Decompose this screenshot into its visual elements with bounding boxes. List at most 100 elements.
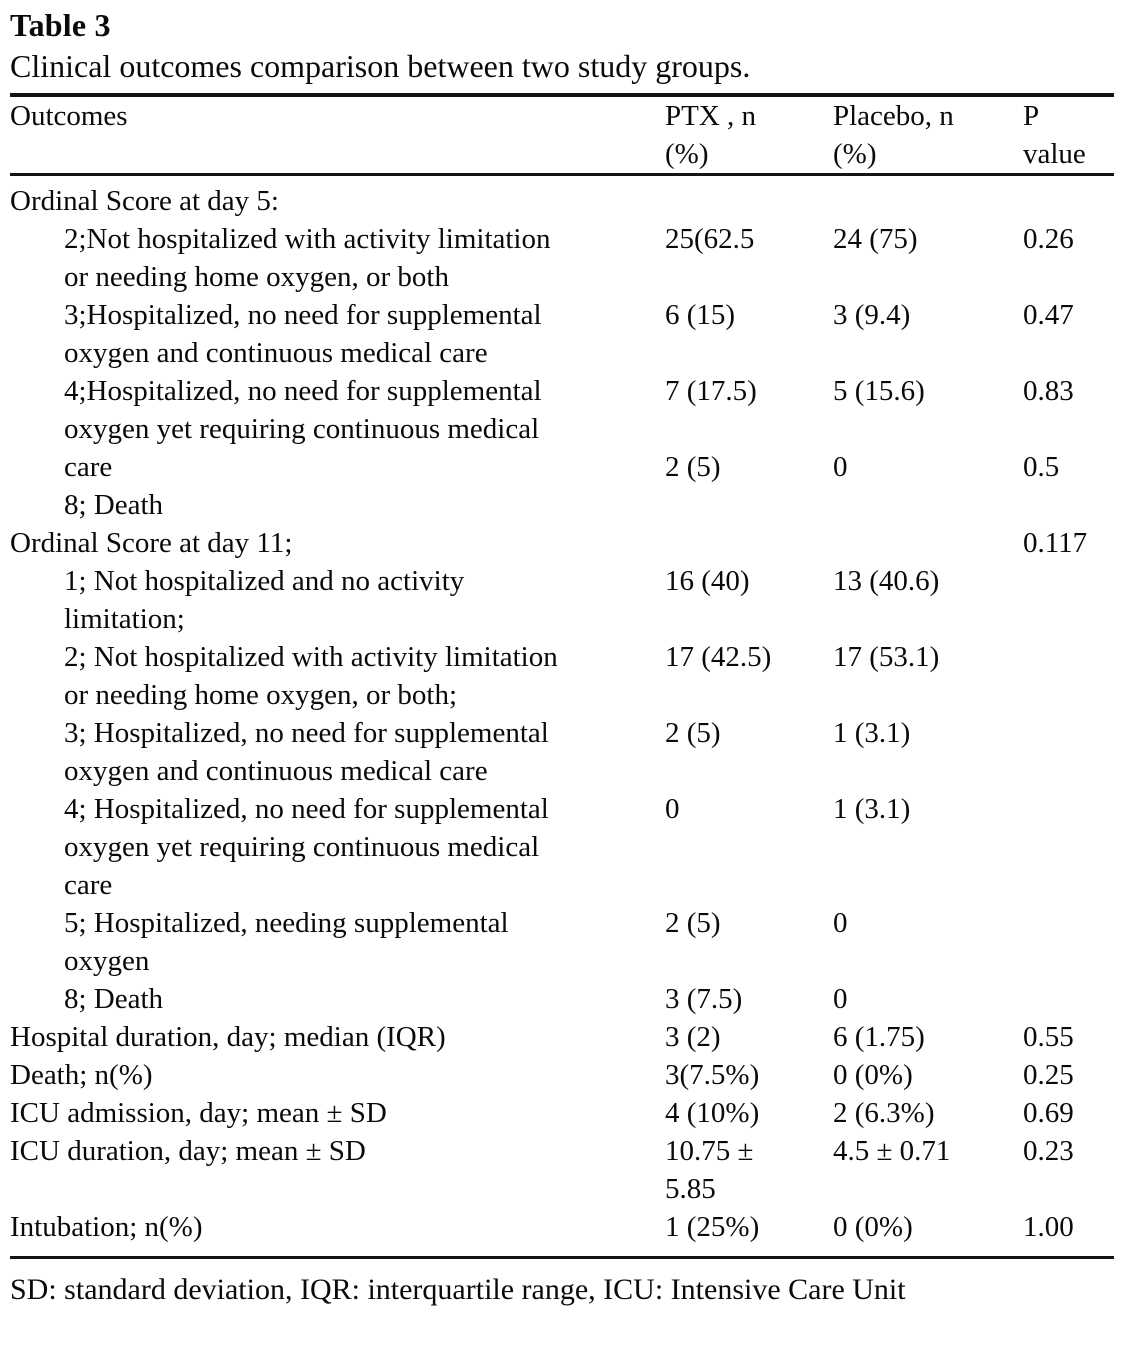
outcome-label: Ordinal Score at day 5:	[10, 185, 279, 217]
header-row: Outcomes PTX , n (%) Placebo, n (%) P va…	[10, 95, 1114, 176]
outcome-label: 8; Death	[64, 489, 164, 521]
p-value: 0.47	[1023, 299, 1074, 331]
ptx-value	[665, 175, 833, 221]
ptx-value: 17 (42.5)	[665, 641, 772, 673]
table-row: Death; n(%) 3(7.5%) 0 (0%) 0.25	[10, 1056, 1114, 1094]
placebo-value: 17 (53.1)	[833, 641, 940, 673]
ptx-value: 2 (5)	[665, 451, 721, 483]
p-value	[1023, 486, 1114, 524]
p-value	[1023, 904, 1114, 980]
outcome-label: Death; n(%)	[10, 1059, 153, 1091]
placebo-value: 0 (0%)	[833, 1059, 913, 1091]
table-row: Ordinal Score at day 11; 0.117	[10, 524, 1114, 562]
outcome-label: 2; Not hospitalized with activity limita…	[64, 641, 558, 711]
table-title: Table 3	[10, 7, 111, 43]
outcome-label: 4;Hospitalized, no need for supplemental…	[64, 375, 542, 445]
placebo-value: 0	[833, 451, 848, 483]
placebo-value: 1 (3.1)	[833, 717, 911, 749]
clinical-outcomes-table: Outcomes PTX , n (%) Placebo, n (%) P va…	[10, 93, 1114, 1259]
p-value	[1023, 790, 1114, 904]
p-value: 0.69	[1023, 1097, 1074, 1129]
outcome-label: 4; Hospitalized, no need for supplementa…	[64, 793, 549, 901]
placebo-value	[833, 175, 1023, 221]
ptx-value: 3 (7.5)	[665, 983, 743, 1015]
table-row: Intubation; n(%) 1 (25%) 0 (0%) 1.00	[10, 1208, 1114, 1258]
p-value	[1023, 562, 1114, 638]
col-header-outcomes: Outcomes	[10, 95, 665, 176]
outcome-label: 8; Death	[64, 983, 164, 1015]
placebo-value: 5 (15.6)	[833, 375, 925, 407]
outcome-label: ICU admission, day; mean ± SD	[10, 1097, 387, 1129]
p-value: 0.23	[1023, 1135, 1074, 1167]
p-value	[1023, 714, 1114, 790]
p-value: 0.25	[1023, 1059, 1074, 1091]
p-value	[1023, 980, 1114, 1018]
table-row: 8; Death	[10, 486, 1114, 524]
placebo-value: 24 (75)	[833, 223, 918, 255]
table-row: Ordinal Score at day 5:	[10, 175, 1114, 221]
ptx-value	[665, 486, 833, 524]
p-value: 0.26	[1023, 223, 1074, 255]
placebo-value: 6 (1.75)	[833, 1021, 925, 1053]
col-header-placebo: Placebo, n (%)	[833, 95, 1023, 176]
table-row: 3;Hospitalized, no need for supplemental…	[10, 296, 1114, 372]
col-header-pvalue: P value	[1023, 95, 1114, 176]
outcome-label: 3; Hospitalized, no need for supplementa…	[64, 717, 549, 787]
outcome-label: 3;Hospitalized, no need for supplemental…	[64, 299, 542, 369]
p-value: 0.83	[1023, 375, 1074, 407]
outcome-label: 1; Not hospitalized and no activity limi…	[64, 565, 465, 635]
table-row: ICU admission, day; mean ± SD 4 (10%) 2 …	[10, 1094, 1114, 1132]
ptx-value: 2 (5)	[665, 717, 721, 749]
p-value: 0.55	[1023, 1021, 1074, 1053]
p-value: 1.00	[1023, 1211, 1074, 1243]
p-value: 0.5	[1023, 451, 1060, 483]
placebo-value: 4.5 ± 0.71	[833, 1135, 951, 1167]
ptx-value: 10.75 ± 5.85	[665, 1135, 754, 1205]
table-body: Ordinal Score at day 5: 2;Not hospitaliz…	[10, 175, 1114, 1258]
placebo-value: 0	[833, 907, 848, 939]
ptx-value: 0	[665, 793, 680, 825]
table-row: 4; Hospitalized, no need for supplementa…	[10, 790, 1114, 904]
table-row: 5; Hospitalized, needing supplemental ox…	[10, 904, 1114, 980]
p-value	[1023, 638, 1114, 714]
placebo-value: 0 (0%)	[833, 1211, 913, 1243]
table-row: 8; Death 3 (7.5) 0	[10, 980, 1114, 1018]
ptx-value: 6 (15)	[665, 299, 736, 331]
col-header-ptx: PTX , n (%)	[665, 95, 833, 176]
outcome-label: Intubation; n(%)	[10, 1211, 203, 1243]
outcome-label: Ordinal Score at day 11;	[10, 527, 293, 559]
table-row: Hospital duration, day; median (IQR) 3 (…	[10, 1018, 1114, 1056]
placebo-value: 3 (9.4)	[833, 299, 911, 331]
ptx-value: 4 (10%)	[665, 1097, 760, 1129]
table-row: 1; Not hospitalized and no activity limi…	[10, 562, 1114, 638]
ptx-value: 25(62.5	[665, 223, 755, 255]
outcome-label: 5; Hospitalized, needing supplemental ox…	[64, 907, 509, 977]
placebo-value: 1 (3.1)	[833, 793, 911, 825]
table-row: ICU duration, day; mean ± SD 10.75 ± 5.8…	[10, 1132, 1114, 1208]
ptx-value	[665, 524, 833, 562]
ptx-value: 1 (25%)	[665, 1211, 760, 1243]
table-row: 4;Hospitalized, no need for supplemental…	[10, 372, 1114, 448]
p-value: 0.117	[1023, 527, 1088, 559]
table-footnote: SD: standard deviation, IQR: interquarti…	[10, 1273, 906, 1306]
outcome-label: ICU duration, day; mean ± SD	[10, 1135, 366, 1167]
table-header: Outcomes PTX , n (%) Placebo, n (%) P va…	[10, 95, 1114, 176]
table-row: 3; Hospitalized, no need for supplementa…	[10, 714, 1114, 790]
placebo-value: 2 (6.3%)	[833, 1097, 935, 1129]
ptx-value: 16 (40)	[665, 565, 750, 597]
ptx-value: 2 (5)	[665, 907, 721, 939]
ptx-value: 3 (2)	[665, 1021, 721, 1053]
ptx-value: 7 (17.5)	[665, 375, 757, 407]
ptx-value: 3(7.5%)	[665, 1059, 760, 1091]
table-row: 2;Not hospitalized with activity limitat…	[10, 220, 1114, 296]
outcome-label: Hospital duration, day; median (IQR)	[10, 1021, 446, 1053]
outcome-label: care	[64, 451, 113, 483]
p-value	[1023, 175, 1114, 221]
placebo-value	[833, 486, 1023, 524]
placebo-value: 13 (40.6)	[833, 565, 940, 597]
table-row: care 2 (5) 0 0.5	[10, 448, 1114, 486]
table-caption: Clinical outcomes comparison between two…	[10, 48, 751, 84]
outcome-label: 2;Not hospitalized with activity limitat…	[64, 223, 551, 293]
table-row: 2; Not hospitalized with activity limita…	[10, 638, 1114, 714]
